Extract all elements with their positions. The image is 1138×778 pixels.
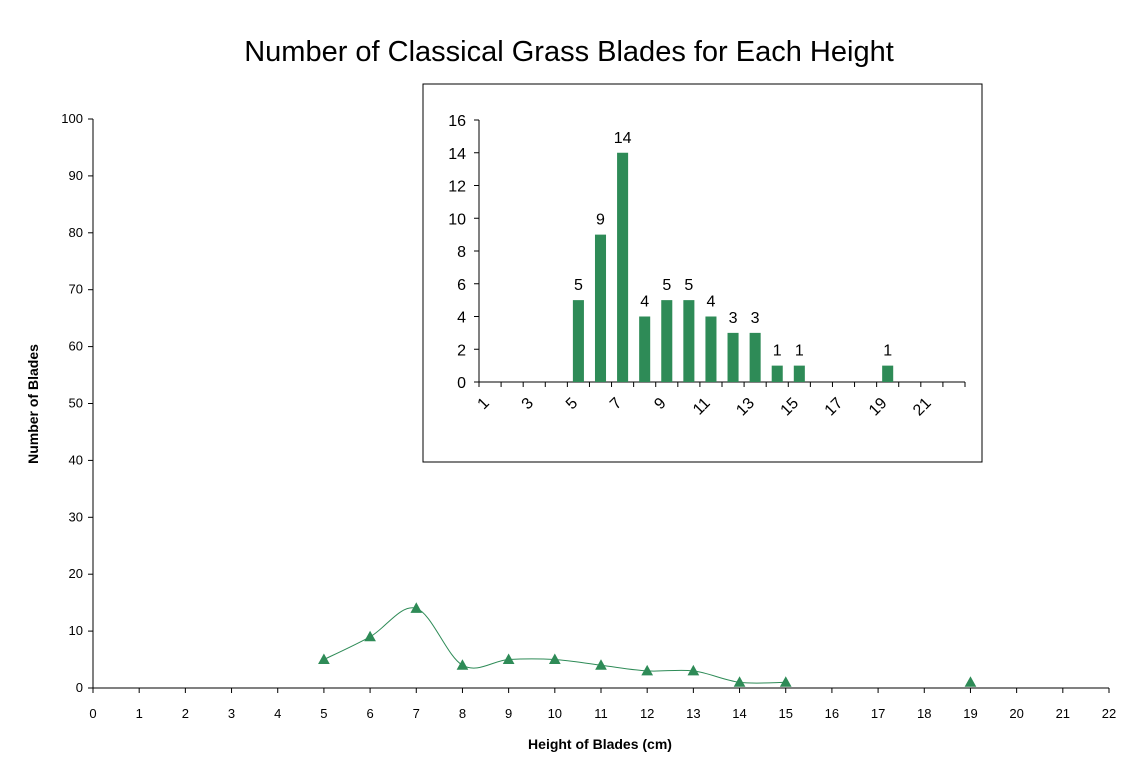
data-point-marker xyxy=(779,676,792,687)
x-tick-label: 11 xyxy=(594,706,608,721)
y-tick-label: 50 xyxy=(69,396,83,411)
y-tick-label: 100 xyxy=(61,111,83,126)
x-tick-label: 16 xyxy=(825,706,839,721)
inset-bar xyxy=(639,316,651,382)
inset-bar xyxy=(572,300,584,382)
inset-data-label: 4 xyxy=(640,294,649,311)
x-tick-label: 14 xyxy=(732,706,746,721)
y-tick-label: 40 xyxy=(69,452,83,467)
x-ticks: 0 1 2 3 4 5 6 7 8 9 10 11 12 13 14 15 16 17 18 19 20 21 22 xyxy=(89,688,1116,721)
y-tick-label: 60 xyxy=(69,339,83,354)
inset-y-tick-label: 4 xyxy=(457,310,466,327)
inset-bar xyxy=(771,365,783,382)
line-series xyxy=(318,602,977,687)
x-tick-label: 4 xyxy=(274,706,281,721)
inset-data-label: 14 xyxy=(614,130,632,147)
series-line xyxy=(323,607,786,684)
x-tick-label: 19 xyxy=(963,706,977,721)
x-tick-label: 8 xyxy=(459,706,466,721)
x-tick-label: 7 xyxy=(413,706,420,721)
x-tick-label: 13 xyxy=(686,706,700,721)
y-tick-label: 80 xyxy=(69,225,83,240)
data-point-marker xyxy=(964,676,977,687)
inset-y-tick-label: 14 xyxy=(448,146,466,163)
data-point-marker xyxy=(456,659,469,670)
inset-bar xyxy=(749,332,761,382)
inset-data-label: 3 xyxy=(751,310,760,327)
y-axis-title: Number of Blades xyxy=(25,344,41,464)
y-tick-label: 10 xyxy=(69,623,83,638)
x-tick-label: 21 xyxy=(1056,706,1070,721)
y-tick-label: 70 xyxy=(69,282,83,297)
inset-bar xyxy=(705,316,717,382)
inset-frame xyxy=(422,83,983,463)
inset-data-label: 1 xyxy=(883,343,892,360)
inset-y-tick-label: 12 xyxy=(448,179,466,196)
y-tick-label: 30 xyxy=(69,509,83,524)
inset-y-tick-label: 16 xyxy=(448,113,466,130)
data-point-marker xyxy=(318,653,330,665)
x-tick-label: 12 xyxy=(640,706,654,721)
inset-data-label: 5 xyxy=(662,277,671,294)
data-point-marker xyxy=(548,653,561,665)
inset-data-label: 5 xyxy=(684,277,693,294)
data-point-marker xyxy=(733,676,746,687)
data-point-marker xyxy=(595,659,607,670)
inset-y-tick-label: 0 xyxy=(457,375,466,392)
data-point-marker xyxy=(364,630,376,642)
y-tick-label: 20 xyxy=(69,566,83,581)
x-tick-label: 15 xyxy=(778,706,792,721)
x-axis-title: Height of Blades (cm) xyxy=(528,736,672,752)
inset-y-tick-label: 2 xyxy=(457,342,466,359)
inset-bar xyxy=(882,365,894,382)
x-tick-label: 1 xyxy=(136,706,143,721)
inset-y-ticks: 0 2 4 6 8 10 12 14 16 xyxy=(448,113,479,392)
inset-bar xyxy=(617,152,629,382)
inset-data-label: 3 xyxy=(729,310,738,327)
y-tick-label: 90 xyxy=(69,168,83,183)
x-tick-label: 0 xyxy=(89,706,96,721)
data-point-marker xyxy=(502,653,515,665)
x-tick-label: 3 xyxy=(228,706,235,721)
x-tick-label: 20 xyxy=(1009,706,1023,721)
inset-data-label: 1 xyxy=(795,343,804,360)
inset-bar xyxy=(727,332,739,382)
data-point-marker xyxy=(687,664,700,676)
x-tick-label: 9 xyxy=(505,706,512,721)
x-tick-label: 2 xyxy=(182,706,189,721)
inset-data-label: 5 xyxy=(574,277,583,294)
inset-bar xyxy=(661,300,673,382)
x-tick-label: 10 xyxy=(548,706,562,721)
data-point-marker xyxy=(641,664,654,676)
x-tick-label: 22 xyxy=(1102,706,1116,721)
inset-bars xyxy=(572,152,894,382)
inset-data-label: 1 xyxy=(773,343,782,360)
inset-bar xyxy=(683,300,695,382)
inset-bar xyxy=(594,234,607,382)
y-ticks: 0 10 20 30 40 50 60 70 80 90 100 xyxy=(61,111,93,695)
x-tick-label: 5 xyxy=(320,706,327,721)
y-tick-label: 0 xyxy=(76,680,83,695)
inset-bar xyxy=(793,365,805,382)
chart-title: Number of Classical Grass Blades for Eac… xyxy=(244,36,894,68)
inset-y-tick-label: 6 xyxy=(457,277,466,294)
inset-data-label: 9 xyxy=(596,212,605,229)
data-point-marker xyxy=(410,602,423,613)
inset-y-tick-label: 10 xyxy=(448,211,466,228)
x-tick-label: 18 xyxy=(917,706,931,721)
inset-y-tick-label: 8 xyxy=(457,244,466,261)
x-tick-label: 6 xyxy=(366,706,373,721)
inset-data-label: 4 xyxy=(707,294,716,311)
x-tick-label: 17 xyxy=(871,706,885,721)
